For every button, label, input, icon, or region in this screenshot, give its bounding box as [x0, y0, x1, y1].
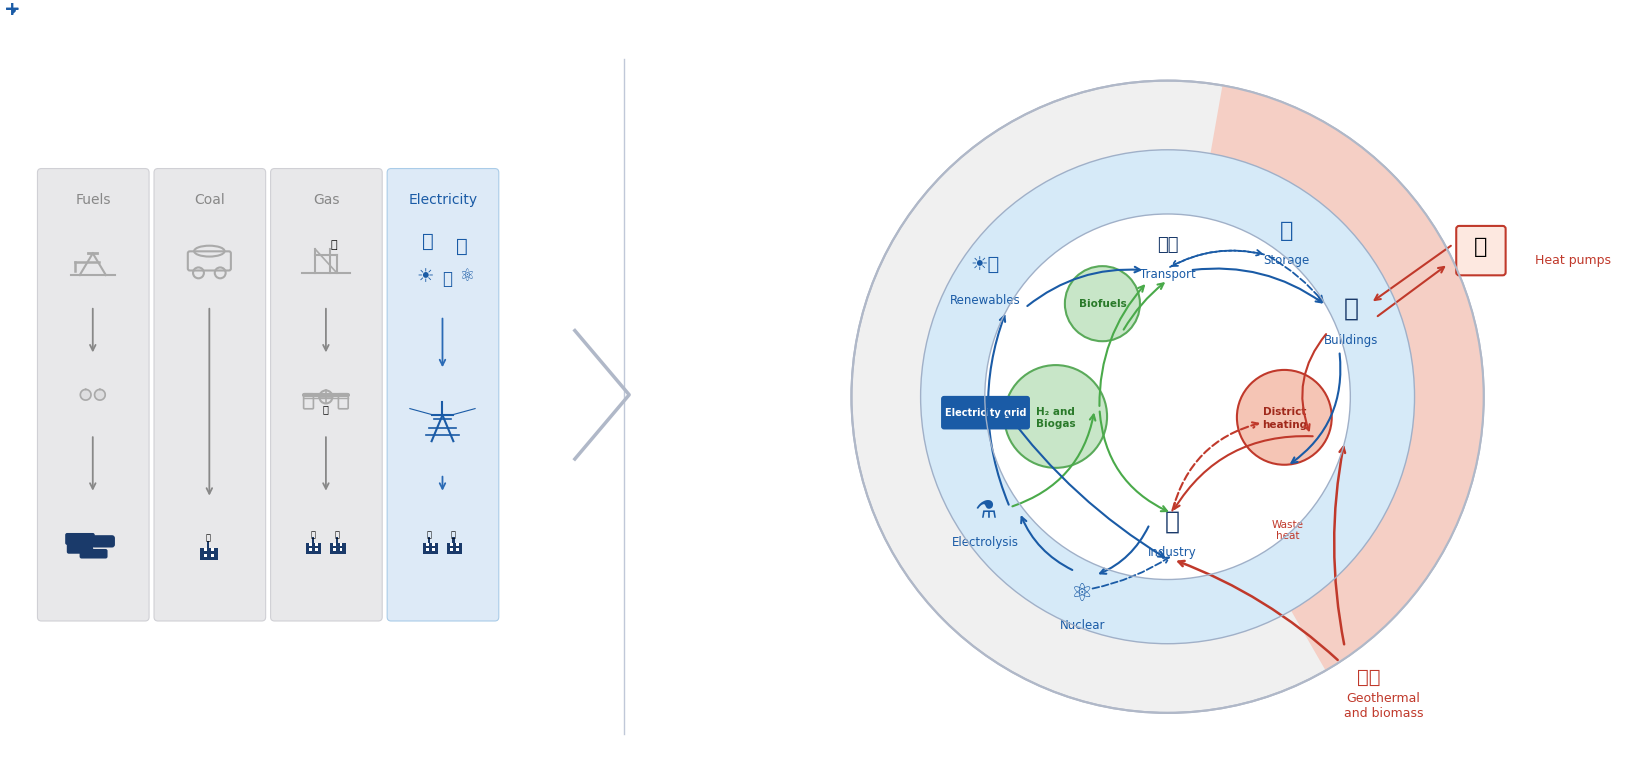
Bar: [450, 543, 453, 546]
Bar: [450, 548, 453, 550]
Bar: [335, 537, 338, 543]
Bar: [340, 548, 342, 550]
Bar: [309, 548, 312, 550]
Text: Heat pumps: Heat pumps: [1535, 254, 1610, 267]
Text: ⚛: ⚛: [459, 267, 474, 285]
Circle shape: [1004, 365, 1107, 467]
Text: 💨: 💨: [206, 533, 211, 543]
Bar: [204, 554, 208, 557]
Text: 💨: 💨: [451, 530, 456, 539]
Bar: [432, 543, 435, 546]
Text: ☀: ☀: [415, 267, 433, 286]
FancyBboxPatch shape: [92, 536, 114, 547]
Text: 🚛🚢: 🚛🚢: [1158, 236, 1179, 254]
Bar: [446, 543, 463, 554]
Text: Biofuels: Biofuels: [1079, 298, 1127, 309]
Text: 🏢: 🏢: [1344, 297, 1359, 321]
Bar: [423, 543, 438, 554]
Bar: [306, 543, 322, 554]
Text: Nuclear: Nuclear: [1059, 619, 1105, 632]
Text: Electricity: Electricity: [409, 193, 477, 207]
Bar: [316, 543, 319, 546]
Bar: [206, 541, 209, 548]
Text: heat: heat: [1277, 532, 1300, 541]
Text: Buildings: Buildings: [1324, 334, 1378, 347]
FancyBboxPatch shape: [270, 168, 383, 621]
Bar: [334, 548, 337, 550]
Bar: [316, 548, 319, 550]
Bar: [428, 537, 430, 543]
Bar: [425, 543, 428, 546]
FancyBboxPatch shape: [1457, 226, 1506, 276]
Bar: [204, 548, 208, 551]
Text: 🌋🌿: 🌋🌿: [1357, 668, 1380, 687]
Bar: [456, 548, 459, 550]
Bar: [211, 554, 214, 557]
Text: 🔥: 🔥: [324, 404, 329, 414]
Text: 🌀: 🌀: [1475, 236, 1488, 257]
Text: ⚗: ⚗: [974, 499, 997, 522]
Text: +: +: [3, 0, 20, 19]
FancyBboxPatch shape: [942, 396, 1030, 429]
Text: Waste: Waste: [1272, 521, 1303, 530]
Text: H₂ and: H₂ and: [1037, 406, 1076, 417]
Text: District: District: [1262, 407, 1306, 417]
Bar: [309, 543, 312, 546]
Text: 💨: 💨: [311, 530, 316, 539]
Text: Biogas: Biogas: [1037, 420, 1076, 429]
FancyBboxPatch shape: [38, 168, 149, 621]
Polygon shape: [95, 389, 105, 400]
Text: Industry: Industry: [1148, 547, 1197, 559]
Text: heating: heating: [1262, 420, 1306, 430]
Text: ⚛: ⚛: [1071, 582, 1094, 605]
Circle shape: [1064, 266, 1140, 341]
Text: 🏭: 🏭: [422, 232, 433, 251]
Text: 💨: 💨: [443, 270, 453, 288]
Bar: [456, 543, 459, 546]
Polygon shape: [80, 389, 92, 400]
Text: 🔥: 🔥: [330, 240, 337, 250]
Text: Renewables: Renewables: [950, 294, 1020, 307]
Bar: [312, 537, 314, 543]
Text: Storage: Storage: [1264, 254, 1310, 267]
Text: Electrolysis: Electrolysis: [952, 536, 1019, 549]
Circle shape: [984, 214, 1351, 579]
Text: Gas: Gas: [314, 193, 340, 207]
Bar: [340, 543, 342, 546]
Circle shape: [921, 150, 1414, 644]
Bar: [334, 543, 337, 546]
Bar: [425, 548, 428, 550]
Text: 🏭: 🏭: [1164, 509, 1180, 533]
Text: Transport: Transport: [1140, 268, 1195, 281]
Bar: [330, 543, 345, 554]
Text: 🔥: 🔥: [456, 237, 468, 256]
FancyBboxPatch shape: [387, 168, 499, 621]
FancyBboxPatch shape: [154, 168, 265, 621]
Text: 💨: 💨: [427, 530, 432, 539]
Bar: [211, 548, 214, 551]
Text: 🔋: 🔋: [1280, 221, 1293, 241]
Circle shape: [1238, 370, 1333, 465]
Text: Geothermal
and biomass: Geothermal and biomass: [1344, 691, 1422, 720]
Text: 💨: 💨: [335, 530, 340, 539]
Bar: [432, 548, 435, 550]
FancyBboxPatch shape: [67, 543, 93, 554]
FancyBboxPatch shape: [80, 549, 108, 558]
Text: +: +: [3, 0, 20, 19]
Circle shape: [852, 81, 1483, 713]
Text: Fuels: Fuels: [75, 193, 111, 207]
Wedge shape: [1167, 85, 1483, 670]
Text: ☀🌬: ☀🌬: [970, 255, 999, 274]
Bar: [201, 548, 217, 561]
Text: Coal: Coal: [195, 193, 226, 207]
Bar: [453, 537, 455, 543]
Text: Electricity grid: Electricity grid: [945, 408, 1027, 417]
FancyBboxPatch shape: [65, 533, 95, 545]
